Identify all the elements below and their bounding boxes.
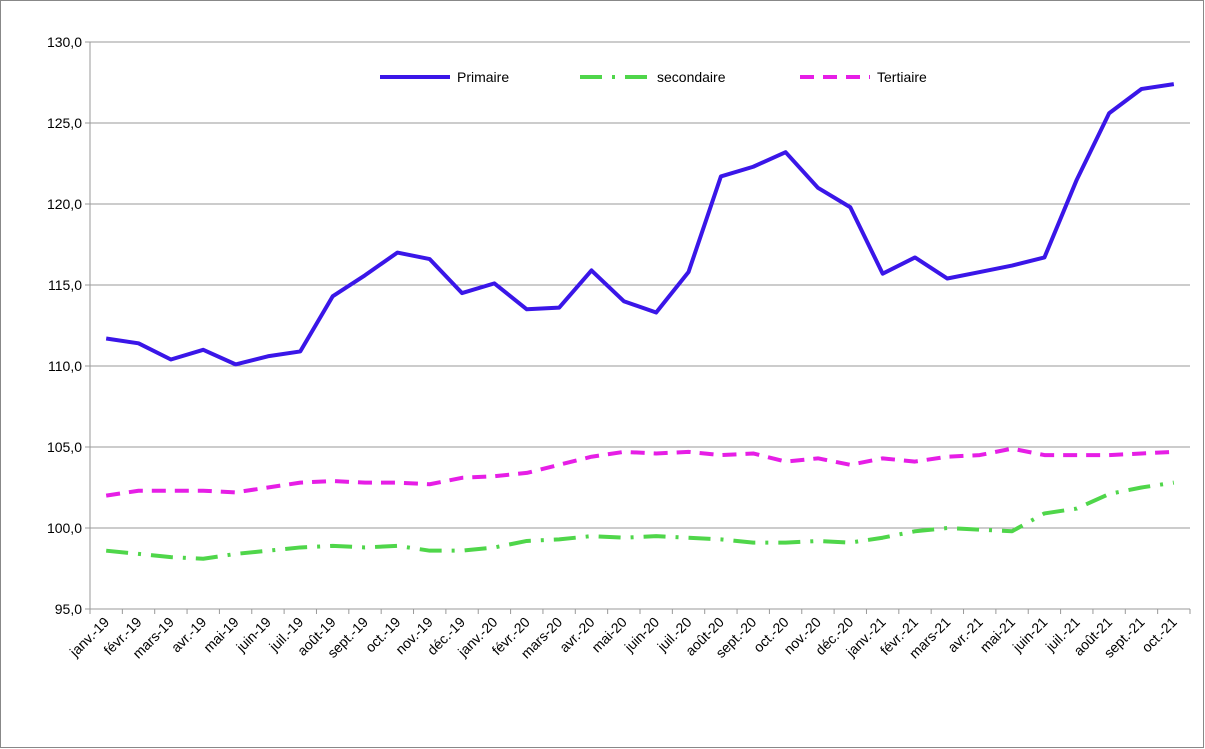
legend-label: secondaire	[657, 69, 726, 85]
y-tick-label: 105,0	[47, 439, 82, 455]
legend-label: Tertiaire	[877, 69, 927, 85]
y-tick-label: 100,0	[47, 520, 82, 536]
y-tick-label: 130,0	[47, 34, 82, 50]
y-tick-label: 125,0	[47, 115, 82, 131]
series-line	[105, 82, 1175, 367]
y-tick-label: 95,0	[55, 601, 82, 617]
y-tick-label: 110,0	[48, 358, 82, 374]
series-line	[105, 446, 1174, 498]
legend-label: Primaire	[457, 69, 509, 85]
y-tick-label: 120,0	[47, 196, 82, 212]
y-tick-label: 115,0	[48, 277, 82, 293]
